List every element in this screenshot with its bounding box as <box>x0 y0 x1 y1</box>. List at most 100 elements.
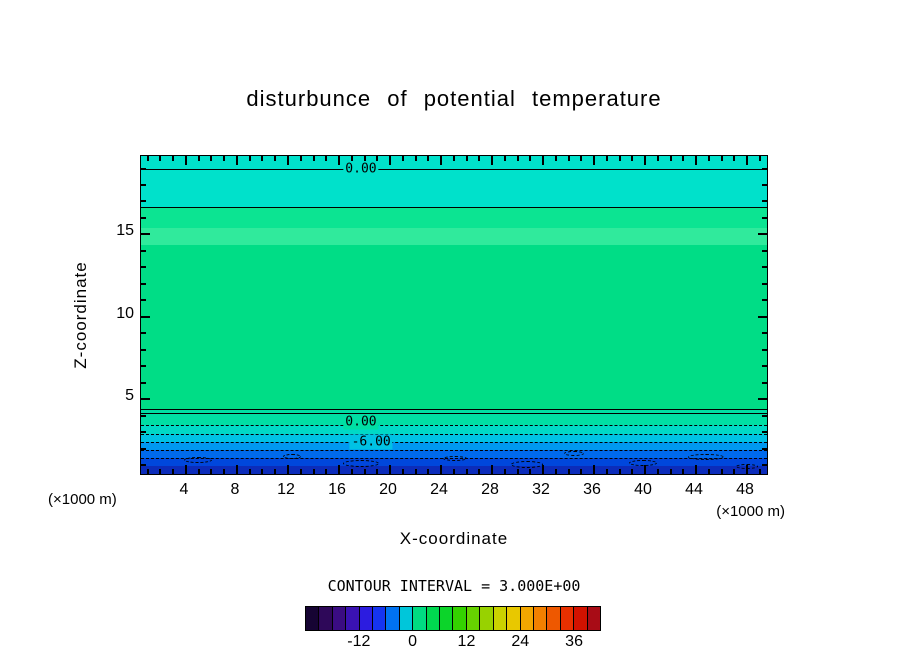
fill-band <box>141 244 767 410</box>
x-tick <box>414 156 417 161</box>
contour-line-dashed <box>141 433 767 435</box>
x-tick <box>452 156 455 161</box>
x-tick-label: 20 <box>379 481 397 498</box>
colorbar-segment <box>398 607 413 630</box>
colorbar-segment <box>358 607 373 630</box>
y-tick <box>762 365 767 368</box>
colorbar-segment <box>318 607 332 630</box>
x-tick <box>631 156 634 161</box>
x-tick <box>593 465 596 474</box>
x-tick <box>682 156 685 161</box>
noise-contour <box>183 457 212 463</box>
contour-line-solid <box>141 408 767 410</box>
x-tick <box>567 469 570 474</box>
x-tick <box>401 156 404 161</box>
fill-band <box>141 441 767 451</box>
y-tick <box>141 348 146 351</box>
x-tick <box>644 465 647 474</box>
contour-line-dashed <box>141 441 767 443</box>
contour-interval-text: CONTOUR INTERVAL = 3.000E+00 <box>327 577 581 595</box>
colorbar-segment <box>425 607 440 630</box>
x-tick <box>325 469 328 474</box>
colorbar-tick-label: 24 <box>511 633 530 650</box>
noise-contour <box>443 455 467 461</box>
colorbar-segment <box>519 607 533 630</box>
y-tick <box>141 249 146 252</box>
x-tick <box>146 156 149 161</box>
y-tick <box>141 414 146 417</box>
x-tick <box>478 156 481 161</box>
x-tick <box>184 156 187 165</box>
noise-contour <box>629 460 658 467</box>
y-tick <box>762 249 767 252</box>
x-tick-label: 40 <box>634 481 652 498</box>
x-tick <box>695 465 698 474</box>
y-tick <box>141 463 146 466</box>
x-tick <box>389 156 391 165</box>
y-tick <box>141 216 146 219</box>
y-tick <box>762 200 767 203</box>
colorbar-segment <box>439 607 453 630</box>
noise-contour <box>564 451 585 457</box>
x-tick-label: 24 <box>430 481 448 498</box>
x-tick <box>274 469 277 474</box>
x-tick <box>605 156 608 161</box>
y-tick <box>762 216 767 219</box>
colorbar-tick-label: -12 <box>347 633 371 650</box>
x-tick <box>503 469 506 474</box>
contour-line-solid <box>141 412 767 414</box>
fill-band <box>141 207 767 229</box>
y-tick <box>141 315 150 318</box>
colorbar-segment <box>412 607 426 630</box>
y-tick <box>762 282 767 285</box>
x-tick <box>720 469 723 474</box>
x-tick <box>491 156 494 165</box>
colorbar-segment <box>385 607 399 630</box>
x-tick <box>669 156 672 161</box>
x-tick-label: 4 <box>179 481 189 498</box>
contour-label: 0.00 <box>343 414 379 430</box>
y-tick <box>141 365 146 368</box>
x-tick <box>720 156 723 161</box>
y-tick <box>762 332 767 335</box>
x-tick <box>172 156 175 161</box>
x-tick <box>465 156 468 161</box>
x-tick <box>631 469 634 474</box>
x-tick <box>542 156 545 165</box>
x-tick <box>695 156 698 165</box>
x-tick <box>299 156 302 161</box>
x-tick <box>235 156 238 165</box>
x-tick <box>210 156 213 161</box>
x-tick <box>516 156 519 161</box>
x-tick <box>580 156 583 161</box>
contour-line-dashed <box>141 449 767 451</box>
fill-band <box>141 408 767 426</box>
y-tick <box>141 431 146 434</box>
x-tick <box>376 469 379 474</box>
y-tick <box>762 299 767 302</box>
y-tick-label: 10 <box>116 304 134 322</box>
y-tick <box>762 431 767 434</box>
x-tick <box>363 469 366 474</box>
x-tick <box>733 156 736 161</box>
colorbar-segment <box>479 607 493 630</box>
colorbar-segment <box>465 607 480 630</box>
x-tick <box>235 465 238 474</box>
y-tick <box>762 183 767 186</box>
x-tick <box>567 156 570 161</box>
x-tick <box>618 156 621 161</box>
x-tick <box>618 469 621 474</box>
x-tick <box>529 469 532 474</box>
y-tick-label: 15 <box>116 222 134 240</box>
fill-band <box>141 458 767 467</box>
x-tick <box>746 156 749 165</box>
x-tick <box>401 469 404 474</box>
y-axis-label: Z-coordinate <box>71 261 90 369</box>
x-tick <box>376 156 379 161</box>
fill-band <box>141 425 767 434</box>
colorbar-tick-label: 36 <box>565 633 583 650</box>
y-tick <box>141 447 146 450</box>
x-tick <box>682 469 685 474</box>
y-tick <box>762 447 767 450</box>
